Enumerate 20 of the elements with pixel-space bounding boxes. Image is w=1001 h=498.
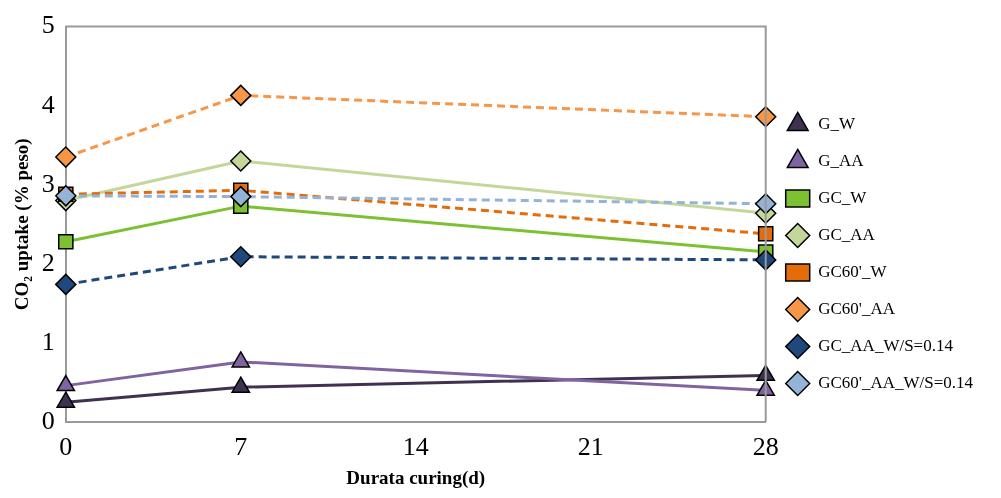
x-tick-label: 28	[752, 432, 779, 462]
legend-label: GC60'_W	[818, 261, 888, 281]
y-tick-label: 0	[41, 405, 55, 435]
legend-label: GC_AA	[818, 224, 876, 244]
legend-label: GC60'_AA_W/S=0.14	[818, 372, 974, 392]
x-axis-title: Durata curing(d)	[346, 466, 486, 489]
legend-label: G_W	[818, 113, 856, 133]
y-axis-title: CO₂ uptake (% peso)	[11, 138, 34, 311]
legend-label: GC60'_AA	[818, 298, 896, 318]
y-tick-label: 5	[41, 10, 55, 40]
y-tick-label: 4	[41, 89, 55, 119]
x-tick-label: 7	[234, 432, 248, 462]
y-tick-label: 1	[41, 326, 55, 356]
legend-label: GC_AA_W/S=0.14	[818, 335, 954, 355]
x-tick-label: 14	[402, 432, 429, 462]
y-tick-label: 3	[41, 168, 55, 198]
y-tick-label: 2	[41, 247, 55, 277]
x-tick-label: 21	[577, 432, 604, 462]
legend-label: GC_W	[818, 187, 868, 207]
legend-label: G_AA	[818, 150, 865, 170]
